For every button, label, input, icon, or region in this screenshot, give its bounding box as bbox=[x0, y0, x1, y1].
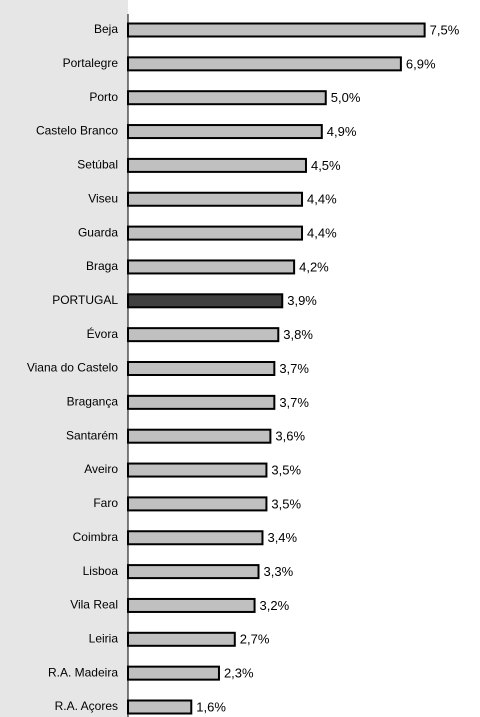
bar bbox=[127, 428, 272, 444]
category-label: R.A. Açores bbox=[55, 699, 118, 713]
bar bbox=[127, 665, 220, 681]
bar bbox=[127, 225, 304, 241]
category-label: R.A. Madeira bbox=[48, 665, 118, 679]
bar bbox=[127, 90, 327, 106]
category-label: Beja bbox=[94, 22, 118, 36]
category-label: Viana do Castelo bbox=[27, 361, 119, 375]
value-label: 3,2% bbox=[260, 598, 290, 613]
value-label: 3,7% bbox=[279, 395, 309, 410]
value-label: 3,5% bbox=[271, 462, 301, 477]
value-label: 2,3% bbox=[224, 666, 254, 681]
value-label: 3,5% bbox=[271, 496, 301, 511]
value-label: 1,6% bbox=[196, 699, 226, 714]
value-label: 4,4% bbox=[307, 192, 337, 207]
category-label: Setúbal bbox=[77, 158, 118, 172]
bar bbox=[127, 699, 193, 715]
value-label: 5,0% bbox=[331, 90, 361, 105]
bar bbox=[127, 631, 236, 647]
value-label: 3,8% bbox=[283, 327, 313, 342]
bar bbox=[127, 530, 264, 546]
bar bbox=[127, 191, 304, 207]
category-label: Leiria bbox=[89, 631, 119, 645]
value-label: 3,9% bbox=[287, 293, 317, 308]
bar bbox=[127, 259, 296, 275]
plot-area bbox=[128, 0, 480, 717]
value-label: 2,7% bbox=[240, 632, 270, 647]
value-label: 4,4% bbox=[307, 226, 337, 241]
category-label: Coimbra bbox=[73, 530, 119, 544]
bar bbox=[127, 293, 284, 309]
category-label: Lisboa bbox=[83, 564, 119, 578]
category-label: Bragança bbox=[67, 395, 119, 409]
category-label: Vila Real bbox=[70, 598, 118, 612]
value-label: 3,3% bbox=[264, 564, 294, 579]
bar bbox=[127, 124, 323, 140]
category-label: Portalegre bbox=[63, 56, 119, 70]
bar bbox=[127, 496, 268, 512]
bar bbox=[127, 22, 426, 38]
bar bbox=[127, 597, 256, 613]
category-label: Guarda bbox=[78, 225, 118, 239]
value-label: 3,7% bbox=[279, 361, 309, 376]
bar bbox=[127, 327, 280, 343]
value-label: 3,6% bbox=[275, 429, 305, 444]
bar bbox=[127, 394, 276, 410]
value-label: 7,5% bbox=[430, 22, 460, 37]
category-label: Faro bbox=[93, 496, 118, 510]
value-label: 4,9% bbox=[327, 124, 357, 139]
bar bbox=[127, 56, 402, 72]
category-label: PORTUGAL bbox=[52, 293, 118, 307]
value-label: 6,9% bbox=[406, 56, 436, 71]
category-label: Viseu bbox=[88, 191, 118, 205]
category-label: Braga bbox=[86, 259, 118, 273]
category-label: Aveiro bbox=[84, 462, 118, 476]
bar bbox=[127, 462, 268, 478]
value-label: 3,4% bbox=[267, 530, 297, 545]
bar bbox=[127, 361, 276, 376]
category-label: Évora bbox=[87, 326, 119, 341]
bar bbox=[127, 157, 307, 173]
category-label: Castelo Branco bbox=[36, 124, 118, 138]
value-label: 4,5% bbox=[311, 158, 341, 173]
value-label: 4,2% bbox=[299, 259, 329, 274]
category-label: Santarém bbox=[66, 428, 118, 442]
bar bbox=[127, 564, 260, 580]
category-label: Porto bbox=[89, 90, 118, 104]
